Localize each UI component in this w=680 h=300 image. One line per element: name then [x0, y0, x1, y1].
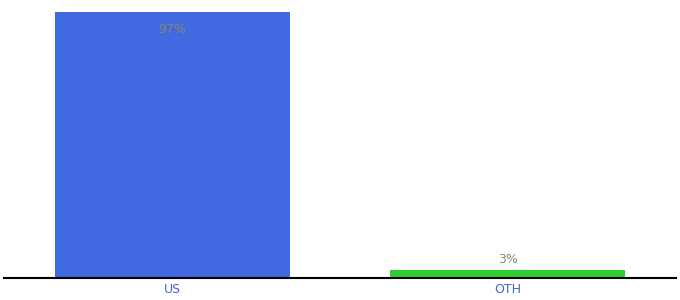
Text: 97%: 97% — [158, 23, 186, 36]
Bar — [390, 270, 626, 278]
Bar — [54, 12, 290, 278]
Text: 3%: 3% — [498, 253, 518, 266]
